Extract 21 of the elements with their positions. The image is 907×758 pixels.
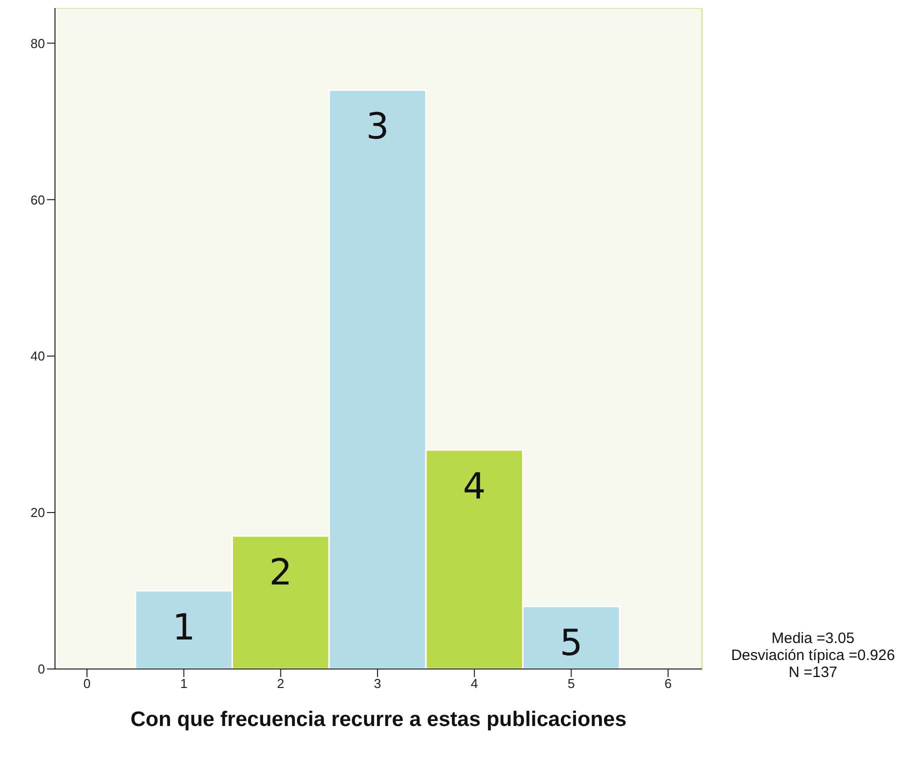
text: Desviación típica =0.926 (730, 647, 896, 664)
y-tick-label: 20 (30, 505, 45, 520)
annotation: 3 (366, 106, 389, 148)
x-axis-title: Con que frecuencia recurre a estas publicaciones (130, 708, 627, 731)
text: N =137 (788, 664, 838, 681)
annotation: 2 (269, 552, 292, 594)
text: Media =3.05 (770, 630, 856, 647)
x-tick-label: 6 (664, 676, 672, 692)
x-tick-label: 3 (374, 676, 382, 692)
y-tick-label: 40 (30, 348, 45, 364)
y-tick-label: 60 (30, 192, 45, 208)
y-tick-label: 80 (30, 36, 45, 51)
annotation: 5 (560, 622, 583, 664)
x-tick-label: 5 (568, 676, 575, 692)
x-tick-label: 0 (83, 676, 91, 692)
x-tick-label: 1 (180, 676, 188, 692)
annotation: 1 (172, 607, 196, 648)
x-tick-label: 2 (277, 676, 284, 692)
annotation: 4 (462, 466, 486, 508)
x-tick-label: 4 (470, 676, 478, 692)
y-tick-label: 0 (38, 662, 45, 677)
